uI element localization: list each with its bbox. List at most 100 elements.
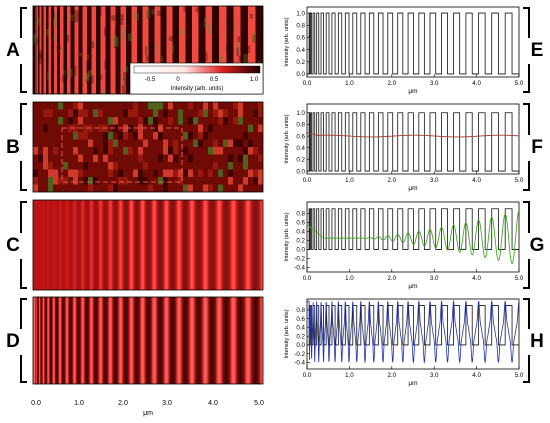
noise-block [68, 102, 73, 110]
panel-letter: C [6, 235, 20, 256]
noise-block [173, 184, 178, 192]
noise-block [63, 177, 68, 185]
y-tick-label: 0.8 [296, 122, 305, 129]
noise-block [218, 132, 223, 140]
noise-block [48, 132, 53, 140]
noise-speck [160, 8, 164, 15]
colorbar-tick: -0.5 [145, 77, 156, 83]
noise-block [103, 162, 108, 170]
noise-speck [146, 10, 150, 19]
noise-block [48, 102, 53, 110]
noise-block [118, 109, 123, 117]
x-tick-label: 5.0 [515, 275, 524, 282]
y-tick-label: 1.0 [296, 110, 305, 117]
noise-speck [243, 53, 249, 64]
noise-block [78, 147, 83, 155]
noise-block [178, 177, 183, 185]
noise-speck [36, 17, 40, 26]
noise-block [163, 184, 168, 192]
noise-speck [123, 79, 127, 86]
noise-block [158, 154, 163, 162]
noise-block [38, 124, 43, 132]
noise-block [233, 184, 238, 192]
noise-block [228, 117, 233, 125]
x-tick-label: 5.0 [515, 372, 524, 379]
noise-block [73, 177, 78, 185]
noise-block [128, 147, 133, 155]
noise-block [63, 109, 68, 117]
noise-block [78, 139, 83, 147]
noise-block [103, 132, 108, 140]
noise-block [123, 139, 128, 147]
noise-block [183, 154, 188, 162]
y-tick-label: 0.6 [296, 35, 305, 42]
noise-block [238, 139, 243, 147]
noise-block [143, 139, 148, 147]
noise-block [188, 124, 193, 132]
noise-speck [123, 72, 128, 81]
noise-block [218, 102, 223, 110]
x-tick-label: 0.0 [303, 275, 312, 282]
noise-block [198, 169, 203, 177]
noise-block [203, 132, 208, 140]
noise-block [113, 184, 118, 192]
noise-block [213, 169, 218, 177]
panel-letter: F [531, 137, 543, 158]
noise-block [258, 109, 263, 117]
noise-block [193, 124, 198, 132]
noise-block [138, 177, 143, 185]
noise-speck [121, 75, 124, 86]
noise-block [218, 147, 223, 155]
noise-block [233, 102, 238, 110]
noise-block [108, 162, 113, 170]
y-tick-label: 0.4 [296, 229, 305, 236]
x-tick-label: 3.0 [430, 372, 439, 379]
noise-speck [71, 19, 74, 26]
noise-block [193, 169, 198, 177]
y-tick-label: 0.2 [296, 333, 305, 340]
noise-speck [98, 6, 102, 16]
noise-block [98, 124, 103, 132]
noise-block [143, 132, 148, 140]
noise-speck [68, 68, 73, 78]
noise-block [43, 147, 48, 155]
noise-block [228, 139, 233, 147]
noise-speck [113, 36, 117, 49]
noise-block [203, 147, 208, 155]
noise-speck [145, 55, 149, 62]
noise-block [198, 109, 203, 117]
image-x-tick: 5.0 [254, 400, 264, 407]
y-tick-label: 0.4 [296, 325, 305, 332]
noise-block [203, 102, 208, 110]
noise-block [258, 177, 263, 185]
y-tick-label: 0.2 [296, 157, 305, 164]
noise-block [68, 109, 73, 117]
noise-speck [114, 34, 117, 46]
noise-block [53, 132, 58, 140]
noise-block [143, 169, 148, 177]
noise-block [88, 147, 93, 155]
noise-block [93, 147, 98, 155]
noise-block [78, 154, 83, 162]
noise-block [243, 102, 248, 110]
noise-speck [260, 46, 263, 55]
noise-block [133, 154, 138, 162]
noise-block [203, 117, 208, 125]
colorbar-tick: 0.5 [210, 77, 219, 83]
image-panel-C [32, 199, 264, 291]
noise-block [93, 162, 98, 170]
noise-block [213, 177, 218, 185]
noise-block [178, 117, 183, 125]
noise-block [118, 162, 123, 170]
noise-block [78, 102, 83, 110]
noise-block [118, 184, 123, 192]
image-panel-B [32, 101, 264, 193]
noise-block [213, 147, 218, 155]
noise-block [33, 147, 38, 155]
noise-block [38, 169, 43, 177]
noise-block [233, 132, 238, 140]
noise-speck [104, 27, 108, 36]
noise-block [88, 177, 93, 185]
noise-speck [70, 6, 75, 11]
noise-block [68, 169, 73, 177]
